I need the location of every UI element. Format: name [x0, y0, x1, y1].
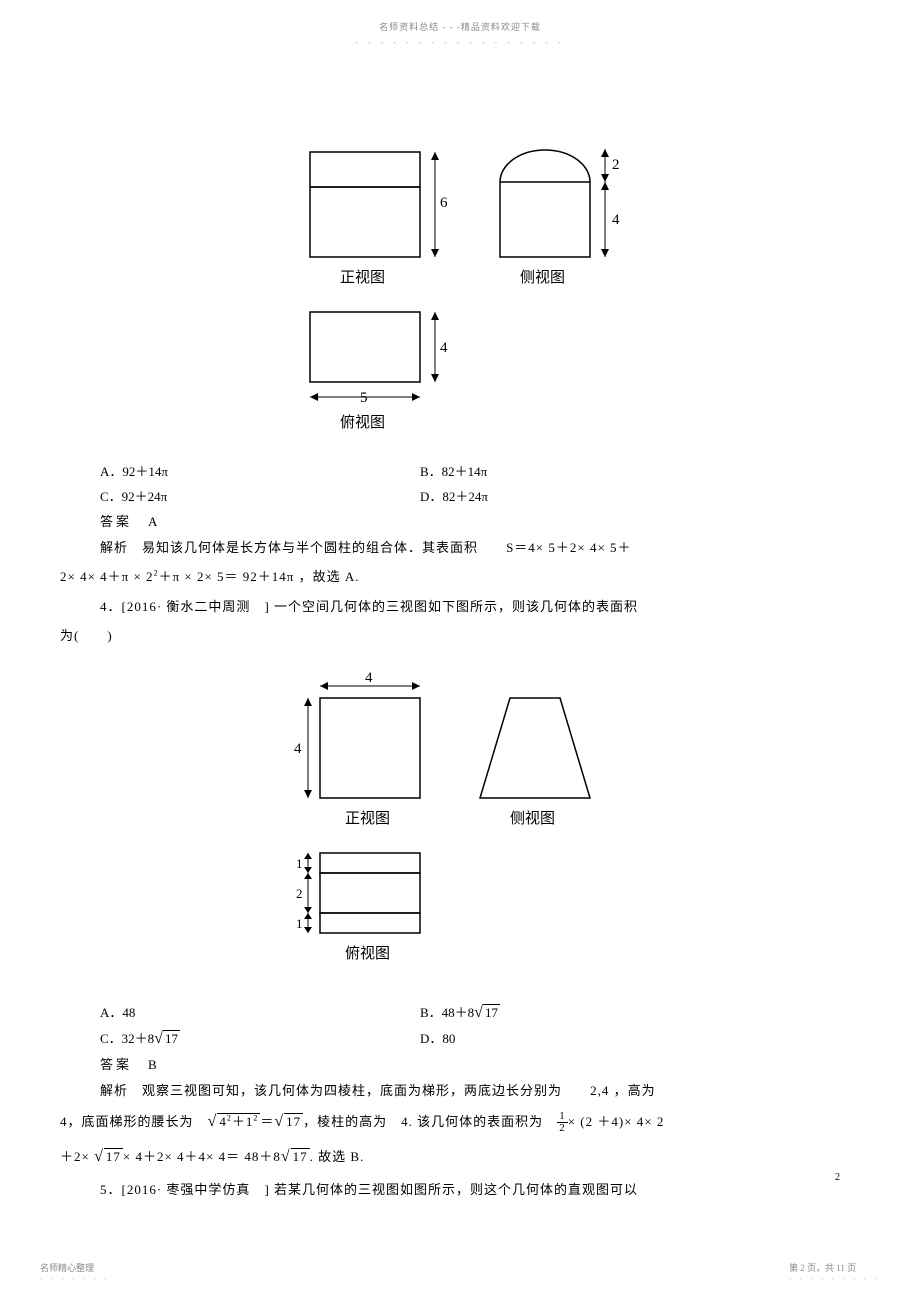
opt-c-sqrt: 17: [163, 1030, 180, 1046]
opt-c-prefix: C．32＋8: [100, 1031, 154, 1046]
dim-4-top: 4: [365, 670, 373, 686]
dim-5: 5: [360, 390, 368, 406]
opt-b-sqrt: 17: [483, 1004, 500, 1020]
diagram-2: 4 4 正视图 侧视图 1 2 1 俯视图: [60, 668, 860, 982]
diagram-1: 6 正视图 2 4 侧视图 4 5 俯视图: [60, 127, 860, 441]
dim-4-left: 4: [294, 741, 302, 757]
sqrt-sup2: 2: [253, 1114, 258, 1123]
dim-4: 4: [612, 212, 620, 228]
explain-text: 2,4 ，高为: [590, 1083, 656, 1098]
q3-explain-line2: 2× 4× 4＋π × 22＋π × 2× 5＝ 92＋14π ，故选 A.: [60, 565, 860, 588]
dim-2b: 2: [296, 886, 303, 901]
front-view-label-2: 正视图: [345, 810, 390, 827]
q3-option-a: A．92＋14π: [100, 461, 420, 480]
explain-text: ，棱柱的高为: [303, 1114, 387, 1129]
q4-answer: 答案 B: [100, 1054, 860, 1073]
explain-text: ＋2×: [60, 1149, 90, 1164]
explain-text: S＝4× 5＋2× 4× 5＋: [506, 540, 631, 555]
q4-option-a: A．48: [100, 1002, 420, 1022]
q4-explain-line3: ＋2× √17× 4＋2× 4＋4× 4＝ 48＋8√17. 故选 B.: [60, 1143, 860, 1172]
q4-explain-line2: 4，底面梯形的腰长为 √42＋12＝√17，棱柱的高为 4. 该几何体的表面积为…: [60, 1108, 860, 1137]
explain-text: ＋π × 2× 5＝ 92＋14π ，故选 A.: [159, 569, 360, 584]
explain-text: 易知该几何体是长方体与半个圆柱的组合体．其表面积: [142, 540, 478, 555]
side-view-label-2: 侧视图: [510, 810, 555, 827]
q4-option-d: D．80: [420, 1028, 670, 1048]
dim-2: 2: [612, 157, 620, 173]
page-header: 名师资料总结 - - -精品资料欢迎下载: [60, 20, 860, 33]
eq: ＝: [260, 1114, 274, 1129]
footer-right: 第 2 页，共 11 页 - - - - - - - - -: [789, 1261, 880, 1283]
q4-question: 4．[2016· 衡水二中周测 ] 一个空间几何体的三视图如下图所示，则该几何体…: [100, 595, 860, 618]
answer-value: B: [148, 1057, 160, 1072]
top-view-label: 俯视图: [340, 414, 385, 431]
q5-text: ] 若某几何体的三视图如图所示，则这个几何体的直观图可以: [264, 1182, 638, 1197]
q5-question: 5．[2016· 枣强中学仿真 ] 若某几何体的三视图如图所示，则这个几何体的直…: [100, 1178, 860, 1201]
explain-text: 2× 4× 4＋π × 2: [60, 569, 154, 584]
q4-prefix: 4．[2016· 衡水二中周测: [100, 599, 250, 614]
page-number: 2: [835, 1172, 840, 1183]
sqrt-inner: 4: [219, 1114, 227, 1129]
explain-label: 解析: [100, 1083, 128, 1098]
sqrt4: 17: [291, 1148, 310, 1164]
footer-left-dots: - - - - - - -: [40, 1274, 110, 1283]
q4-question-suffix: 为( ): [60, 624, 860, 647]
dim-4b: 4: [440, 340, 448, 356]
top-view-label-2: 俯视图: [345, 945, 390, 962]
q4-explain-line1: 解析 观察三视图可知，该几何体为四棱柱，底面为梯形，两底边长分别为 2,4 ，高…: [100, 1079, 860, 1102]
explain-text: 4，底面梯形的腰长为: [60, 1114, 194, 1129]
front-view-label: 正视图: [340, 269, 385, 286]
dim-1b: 1: [296, 916, 303, 931]
footer-left-text: 名师精心整理: [40, 1261, 110, 1274]
sqrt3: 17: [104, 1148, 123, 1164]
explain-text: × 4＋2× 4＋4× 4＝ 48＋8: [123, 1149, 281, 1164]
explain-label: 解析: [100, 540, 128, 555]
q4-text: ] 一个空间几何体的三视图如下图所示，则该几何体的表面积: [264, 599, 638, 614]
answer-label: 答案: [100, 1057, 132, 1072]
q5-prefix: 5．[2016· 枣强中学仿真: [100, 1182, 250, 1197]
dim-6: 6: [440, 195, 448, 211]
q3-answer: 答案 A: [100, 511, 860, 530]
dim-1a: 1: [296, 856, 303, 871]
q4-option-c: C．32＋8√17: [100, 1028, 420, 1048]
q3-option-c: C．92＋24π: [100, 486, 420, 505]
frac-den: 2: [557, 1123, 568, 1134]
sqrt2: 17: [284, 1113, 303, 1129]
q4-option-b: B．48＋8√17: [420, 1002, 670, 1022]
explain-text: 4. 该几何体的表面积为: [401, 1114, 543, 1129]
footer-right-dots: - - - - - - - - -: [789, 1274, 880, 1283]
sqrt-plus: ＋1: [232, 1114, 254, 1129]
answer-value: A: [148, 514, 160, 529]
q3-explain-line1: 解析 易知该几何体是长方体与半个圆柱的组合体．其表面积 S＝4× 5＋2× 4×…: [100, 536, 860, 559]
q3-option-b: B．82＋14π: [420, 461, 670, 480]
footer-right-text: 第 2 页，共 11 页: [789, 1261, 880, 1274]
explain-text: . 故选 B.: [310, 1149, 365, 1164]
footer-left: 名师精心整理 - - - - - - -: [40, 1261, 110, 1283]
explain-text: 观察三视图可知，该几何体为四棱柱，底面为梯形，两底边长分别为: [142, 1083, 562, 1098]
explain-text: × (2 ＋4)× 4× 2: [568, 1114, 665, 1129]
q3-option-d: D．82＋24π: [420, 486, 670, 505]
answer-label: 答案: [100, 514, 132, 529]
side-view-label: 侧视图: [520, 269, 565, 286]
opt-b-prefix: B．48＋8: [420, 1005, 474, 1020]
header-dots: - - - - - - - - - - - - - - - - -: [60, 38, 860, 47]
